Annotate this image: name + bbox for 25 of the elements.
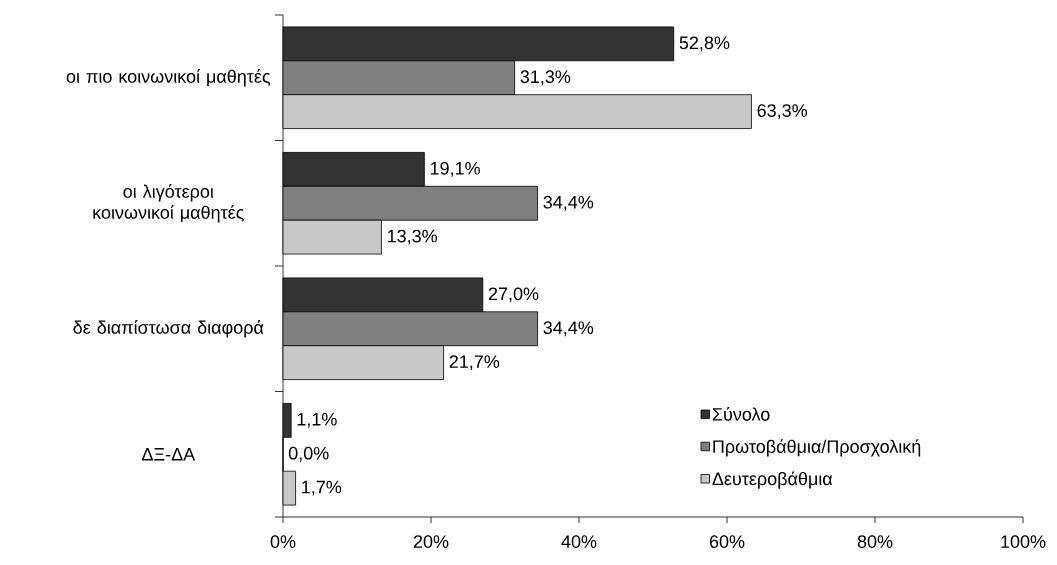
y-tick-label: οι λιγότεροι κοινωνικοί μαθητές [93, 184, 244, 223]
y-tick-label: οι πιο κοινωνικοί μαθητές [66, 69, 271, 87]
x-tick-label: 100% [1001, 535, 1046, 548]
legend-label: Πρωτοβάθμια/Προσχολική [713, 439, 921, 457]
data-label: 34,4% [543, 195, 594, 211]
data-label: 21,7% [449, 355, 500, 371]
data-label: 1,7% [302, 480, 342, 496]
x-tick-label: 0% [270, 535, 296, 548]
y-tick-label: ΔΞ-ΔΑ [141, 448, 196, 461]
data-label: 34,4% [543, 321, 594, 337]
data-label: 31,3% [520, 70, 571, 86]
data-label: 52,8% [679, 36, 730, 52]
y-tick-label: δε διαπίστωσα διαφορά [73, 320, 264, 338]
x-tick-label: 80% [857, 535, 893, 548]
data-label: 19,1% [430, 161, 480, 177]
data-label: 1,1% [297, 412, 337, 428]
legend-label: Σύνολο [712, 406, 770, 421]
x-tick-label: 40% [561, 535, 597, 548]
data-label: 0,0% [288, 446, 329, 462]
data-label: 27,0% [488, 287, 539, 303]
data-label: 63,3% [757, 104, 808, 120]
x-tick-label: 20% [413, 535, 449, 548]
data-label: 13,3% [388, 229, 438, 245]
legend-label: Δευτεροβάθμια [712, 471, 833, 489]
x-tick-label: 60% [709, 535, 745, 548]
